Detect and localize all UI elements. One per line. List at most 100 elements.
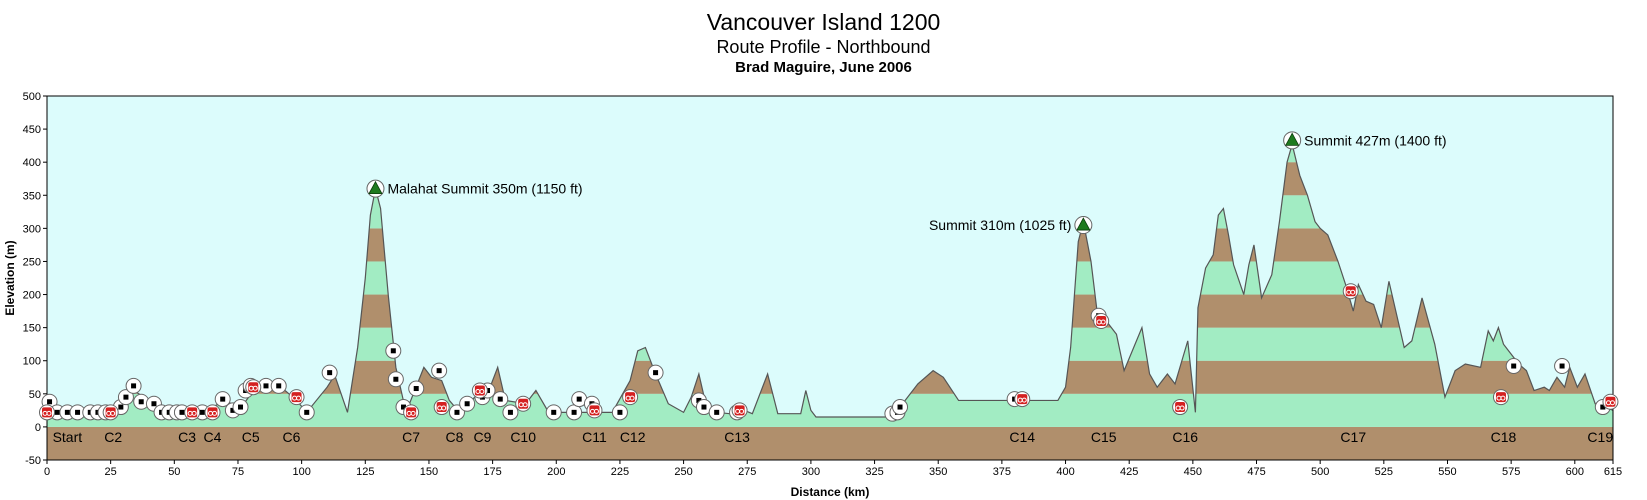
checkpoint-label: C8 (445, 429, 463, 445)
waypoint-square (179, 409, 185, 415)
chart-subtitle: Route Profile - Northbound (716, 37, 931, 57)
waypoint-square (123, 394, 129, 400)
x-tick-label: 25 (105, 466, 117, 478)
y-tick-label: -50 (25, 455, 41, 467)
x-tick-label: 50 (168, 466, 180, 478)
waypoint-marker (408, 380, 425, 397)
control-wheel (1609, 400, 1615, 406)
control-wheel (110, 410, 116, 416)
y-tick-label: 50 (29, 389, 41, 401)
control-marker (1014, 391, 1031, 408)
waypoint-square (131, 383, 137, 389)
x-tick-label: 175 (483, 466, 501, 478)
summit-marker (1283, 131, 1302, 150)
control-wheel (441, 405, 447, 411)
control-wheel (296, 395, 302, 401)
checkpoint-label: C11 (582, 429, 607, 445)
y-tick-label: 0 (35, 422, 41, 434)
checkpoint-label: C7 (402, 429, 420, 445)
x-tick-label: 275 (738, 466, 756, 478)
waypoint-square (1559, 363, 1565, 369)
plot-frame (46, 95, 1614, 461)
waypoint-square (54, 409, 60, 415)
waypoint-square (497, 396, 503, 402)
control-marker (1602, 393, 1619, 410)
waypoint-square (436, 368, 442, 374)
x-tick-label: 75 (232, 466, 244, 478)
control-wheel (629, 395, 635, 401)
checkpoint-label: C17 (1340, 429, 1366, 445)
waypoint-square (400, 404, 406, 410)
waypoint-square (1511, 363, 1517, 369)
waypoint-square (64, 409, 70, 415)
x-tick-label: 615 (1604, 466, 1622, 478)
summit-triangle (1284, 132, 1300, 146)
control-marker (622, 389, 639, 406)
waypoint-square (118, 404, 124, 410)
checkpoint-label: C19 (1587, 429, 1613, 445)
control-wheel (1021, 397, 1027, 403)
checkpoint-label: C16 (1172, 429, 1198, 445)
waypoint-square (701, 404, 707, 410)
y-tick-label: 200 (23, 290, 41, 302)
waypoint-square (653, 370, 659, 376)
waypoint-square (47, 399, 53, 405)
checkpoint-label: C13 (724, 429, 750, 445)
waypoint-marker (1505, 358, 1522, 375)
elevation-band (47, 426, 1613, 460)
control-wheel (1100, 319, 1106, 325)
control-marker (288, 389, 305, 406)
waypoint-square (138, 399, 144, 405)
waypoint-square (393, 376, 399, 382)
control-marker (102, 404, 119, 421)
y-tick-label: 250 (23, 256, 41, 268)
waypoint-marker (232, 399, 249, 416)
control-wheel (1350, 289, 1356, 295)
summit-marker (1074, 216, 1093, 235)
summit-annotation: Malahat Summit 350m (1150 ft) (387, 181, 582, 197)
control-marker (1342, 283, 1359, 300)
waypoint-marker (459, 395, 476, 412)
waypoint-square (696, 397, 702, 403)
waypoint-marker (708, 404, 725, 421)
waypoint-square (571, 409, 577, 415)
waypoint-square (327, 370, 333, 376)
waypoint-marker (117, 389, 134, 406)
chart-title: Vancouver Island 1200 (706, 9, 941, 35)
waypoint-marker (321, 364, 338, 381)
control-marker (1093, 313, 1110, 330)
y-tick-label: 400 (23, 157, 41, 169)
checkpoint-label: Start (53, 429, 83, 445)
x-tick-label: 250 (674, 466, 692, 478)
control-wheel (1500, 395, 1506, 401)
waypoint-marker (1554, 358, 1571, 375)
control-marker (184, 404, 201, 421)
control-wheel (1179, 405, 1185, 411)
waypoint-square (276, 383, 282, 389)
x-tick-label: 0 (44, 466, 50, 478)
x-tick-label: 400 (1056, 466, 1074, 478)
waypoint-square (220, 396, 226, 402)
x-tick-label: 525 (1375, 466, 1393, 478)
checkpoint-label: C12 (620, 429, 646, 445)
waypoint-square (230, 407, 236, 413)
waypoint-marker (298, 404, 315, 421)
waypoint-marker (502, 404, 519, 421)
summit-marker (366, 179, 385, 198)
waypoint-marker (545, 404, 562, 421)
waypoint-marker (270, 377, 287, 394)
chart-credit: Brad Maguire, June 2006 (735, 59, 912, 76)
waypoint-marker (125, 377, 142, 394)
waypoint-square (454, 409, 460, 415)
x-tick-label: 225 (611, 466, 629, 478)
control-marker (204, 404, 221, 421)
control-marker (1172, 399, 1189, 416)
control-wheel (593, 408, 599, 414)
waypoint-square (464, 401, 470, 407)
waypoint-square (714, 409, 720, 415)
waypoint-marker (611, 404, 628, 421)
checkpoint-label: C18 (1491, 429, 1517, 445)
y-tick-label: 350 (23, 190, 41, 202)
waypoint-square (238, 404, 244, 410)
